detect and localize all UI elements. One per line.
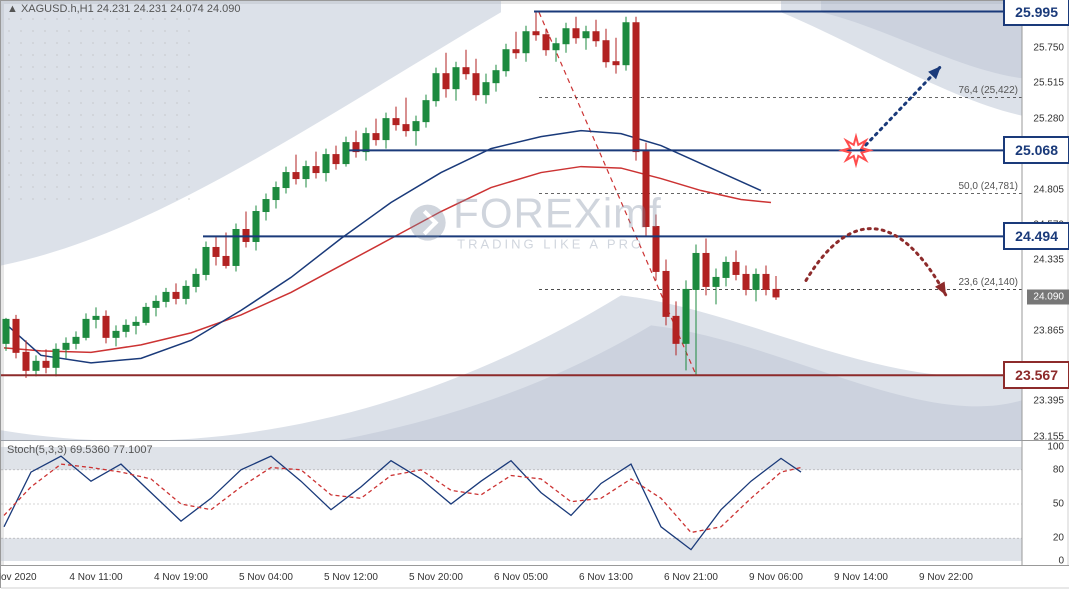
x-tick: 4 Nov 11:00 [69,572,122,583]
main-chart[interactable]: FOREXimf TRADING LIKE A PRO 25.995 25.068… [1,1,1069,441]
y-tick: 23.395 [1033,396,1064,407]
price-level-box: 23.567 [1003,361,1069,389]
x-tick: 5 Nov 20:00 [409,572,463,583]
price-level-box: 25.995 [1003,0,1069,26]
y-tick: 23.865 [1033,325,1064,336]
y-tick: 24.805 [1033,184,1064,195]
watermark-icon [409,205,445,241]
sub-chart-svg [1,441,1069,567]
x-tick: 5 Nov 12:00 [324,572,378,583]
x-tick: 5 Nov 04:00 [239,572,293,583]
x-tick: 6 Nov 05:00 [494,572,548,583]
y-tick-sub: 20 [1053,533,1064,544]
y-tick: 24.335 [1033,255,1064,266]
chart-container: ▲ XAGUSD.h,H1 24.231 24.231 24.074 24.09… [0,0,1069,588]
sub-chart-header: Stoch(5,3,3) 69.5360 77.1007 [7,444,153,456]
x-axis: 4 Nov 2020 4 Nov 11:00 4 Nov 19:00 5 Nov 04… [1,565,1069,587]
x-tick: 6 Nov 21:00 [664,572,718,583]
current-price-tag: 24.090 [1027,289,1069,304]
price-level-box: 24.494 [1003,222,1069,250]
fib-label: 23,6 (24,140) [959,277,1019,288]
watermark-brand: FOREXimf [453,189,662,236]
watermark-tagline: TRADING LIKE A PRO [457,237,662,252]
y-tick-sub: 50 [1053,499,1064,510]
x-tick: 4 Nov 19:00 [154,572,208,583]
y-tick-sub: 80 [1053,464,1064,475]
price-level-box: 25.068 [1003,136,1069,164]
watermark: FOREXimf TRADING LIKE A PRO [409,189,662,252]
y-tick: 25.750 [1033,43,1064,54]
y-tick-sub: 100 [1047,442,1064,453]
x-tick: 9 Nov 14:00 [834,572,888,583]
y-tick: 25.280 [1033,113,1064,124]
stoch-text: Stoch(5,3,3) 69.5360 77.1007 [7,444,153,456]
fib-label: 76,4 (25,422) [959,85,1019,96]
chart-header: ▲ XAGUSD.h,H1 24.231 24.231 24.074 24.09… [7,3,241,15]
x-tick: 9 Nov 22:00 [919,572,973,583]
x-tick: 4 Nov 2020 [0,572,37,583]
sub-chart[interactable]: 0205080100 [1,441,1069,567]
y-tick: 25.515 [1033,78,1064,89]
symbol-text: XAGUSD.h,H1 24.231 24.231 24.074 24.090 [21,3,241,15]
x-tick: 9 Nov 06:00 [749,572,803,583]
fib-label: 50,0 (24,781) [959,181,1019,192]
x-tick: 6 Nov 13:00 [579,572,633,583]
